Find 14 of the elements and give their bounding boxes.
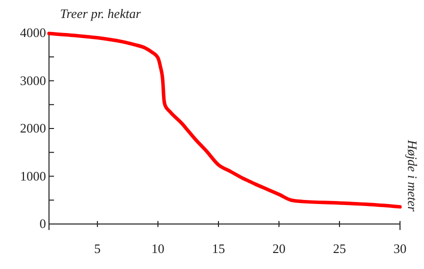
y-tick-label: 2000 [20,120,46,136]
y-tick-label: 1000 [20,168,46,184]
y-tick-label: 4000 [20,25,46,40]
x-tick-label: 30 [394,241,406,256]
x-tick-label: 15 [212,241,225,256]
x-tick-label: 5 [94,241,101,256]
x-tick-label: 20 [272,241,286,256]
y-tick-label: 3000 [20,72,46,88]
line-series [47,32,402,209]
y-axis-title: Treer pr. hektar [60,6,142,21]
y-tick-label: 0 [40,216,46,232]
x-tick-label: 25 [332,241,346,256]
x-tick-label: 10 [151,241,164,256]
text: Højde i meter [405,139,420,212]
